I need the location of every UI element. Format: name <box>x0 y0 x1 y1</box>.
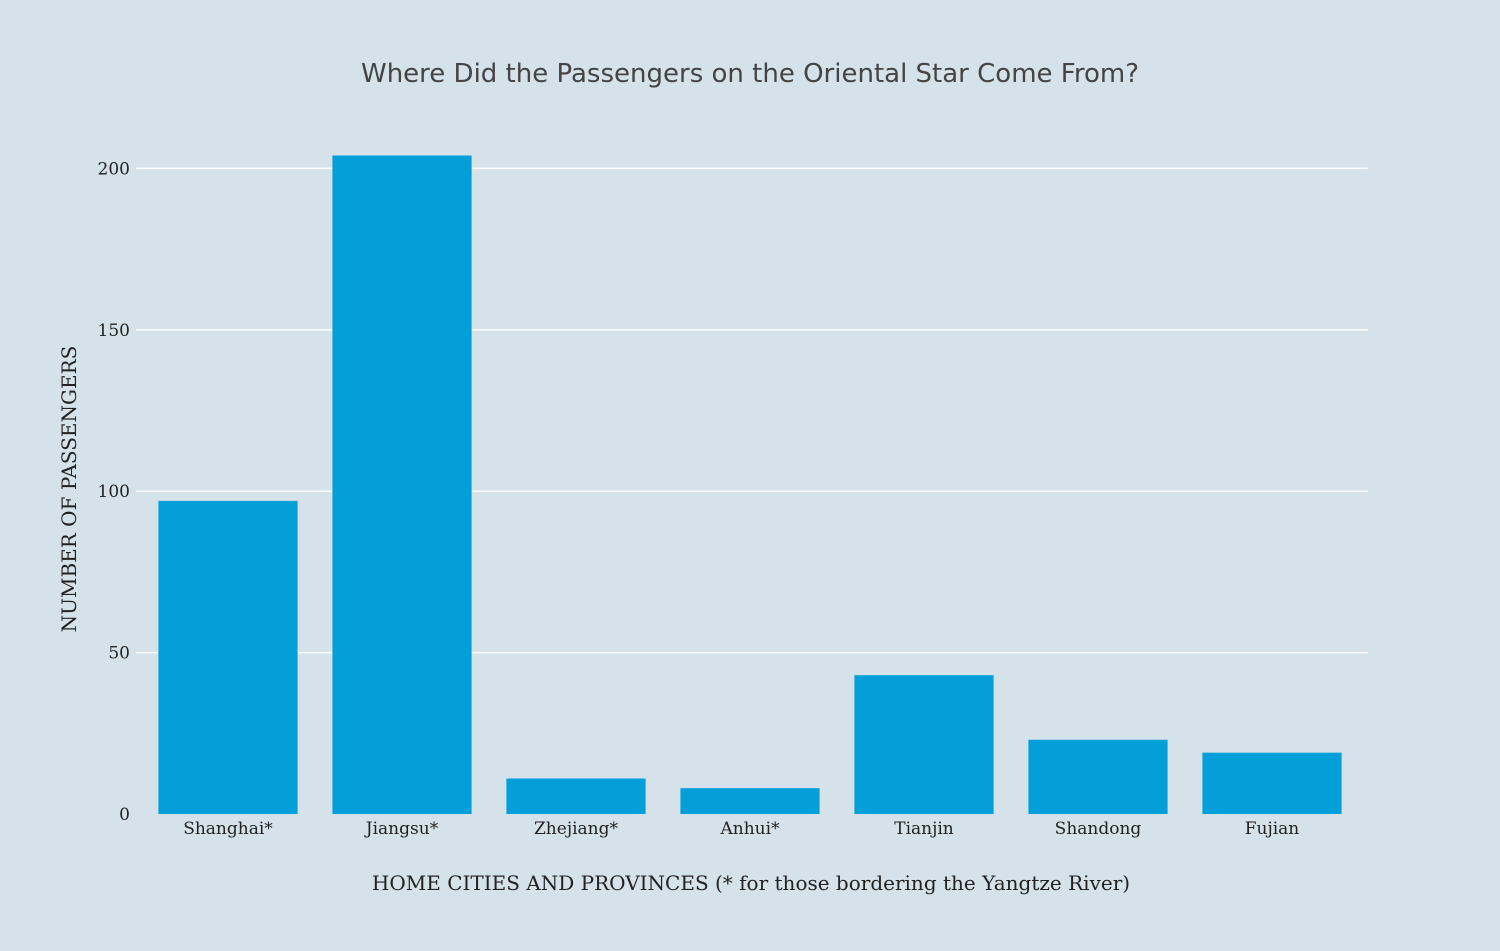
x-axis-title: HOME CITIES AND PROVINCES (* for those b… <box>372 871 1130 895</box>
bar-tianjin[interactable] <box>854 675 994 814</box>
grid-layer <box>136 167 1368 654</box>
x-tick-label: Anhui* <box>719 819 780 839</box>
bar-zhejiang[interactable] <box>506 778 646 814</box>
y-tick-label: 0 <box>119 805 130 825</box>
x-tick-label: Shanghai* <box>183 819 273 839</box>
y-tick-label: 100 <box>98 482 130 502</box>
x-tick-label: Zhejiang* <box>534 819 618 839</box>
bar-layer <box>158 155 1342 815</box>
chart-title: Where Did the Passengers on the Oriental… <box>361 59 1139 89</box>
x-tick-label: Fujian <box>1245 819 1300 839</box>
x-tick-label: Tianjin <box>894 819 954 839</box>
x-tick-label: Shandong <box>1055 819 1142 839</box>
bar-shanghai[interactable] <box>158 500 298 814</box>
x-tick-label: Jiangsu* <box>364 819 439 839</box>
bar-shandong[interactable] <box>1028 739 1168 814</box>
y-axis-title: NUMBER OF PASSENGERS <box>57 346 81 633</box>
y-tick-label: 200 <box>98 159 130 179</box>
bar-jiangsu[interactable] <box>332 155 472 815</box>
bar-fujian[interactable] <box>1202 752 1342 814</box>
x-axis-ticks: Shanghai* Jiangsu* Zhejiang* Anhui* Tianjin S… <box>183 819 1299 839</box>
y-tick-label: 50 <box>108 644 130 664</box>
bar-anhui[interactable] <box>680 788 820 814</box>
y-tick-label: 150 <box>98 321 130 341</box>
y-axis-ticks: 0 50 100 150 200 <box>98 159 130 825</box>
